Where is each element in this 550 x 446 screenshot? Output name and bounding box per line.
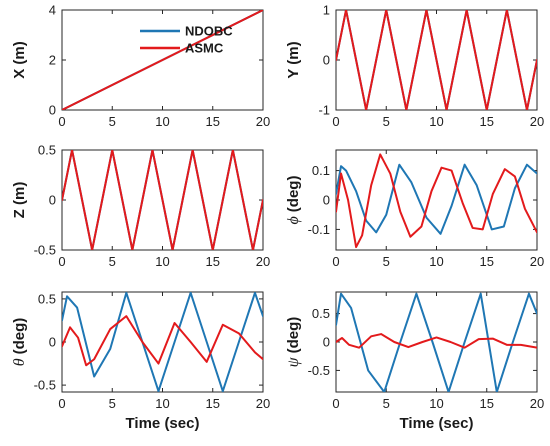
y-tick-label-phi: -0.1 [308, 222, 330, 237]
y-tick-label-Z: -0.5 [34, 243, 56, 258]
x-tick-label-theta: 15 [206, 396, 220, 411]
subplot-X: 0 5 10 15 20 0 2 4 X (m) NDOBC ASMC [11, 3, 270, 130]
y-tick-label-psi: -0.5 [308, 363, 330, 378]
x-tick-label-Z: 5 [109, 254, 116, 269]
y-tick-label-X: 2 [49, 53, 56, 68]
subplot-phi: 0 5 10 15 20 -0.1 0 0.1 ϕ (deg) [285, 149, 544, 269]
series-line-NDOBC-phi [336, 163, 537, 235]
x-tick-label-psi: 0 [332, 396, 339, 411]
y-axis-label-symbol: ϕ [285, 212, 302, 224]
y-axis-label-theta: θ (deg) [11, 318, 28, 367]
y-tick-label-phi: 0.1 [312, 163, 330, 178]
y-tick-label-X: 0 [49, 103, 56, 118]
series-group-psi [336, 292, 537, 392]
x-tick-label-X: 20 [256, 114, 270, 129]
series-line-ASMC-Y [336, 10, 537, 110]
y-axis-label-psi: ψ (deg) [285, 317, 302, 368]
x-tick-label-X: 15 [206, 114, 220, 129]
x-tick-label-phi: 20 [530, 254, 544, 269]
x-tick-label-Z: 0 [58, 254, 65, 269]
y-axis-label-symbol: θ [11, 354, 28, 366]
x-tick-label-X: 10 [155, 114, 169, 129]
y-axis-label-X: X (m) [11, 41, 28, 79]
y-tick-label-Y: 1 [323, 3, 330, 18]
series-group-X [62, 10, 263, 110]
series-line-ASMC-phi [336, 153, 537, 249]
x-axis-label-psi: Time (sec) [400, 415, 474, 432]
x-tick-label-Z: 15 [206, 254, 220, 269]
y-axis-label-phi: ϕ (deg) [285, 176, 302, 225]
subplot-theta: 0 5 10 15 20-0.500.5θ (deg)Time (sec) [11, 291, 270, 432]
series-line-ASMC-psi [336, 333, 537, 349]
y-tick-label-phi: 0 [323, 193, 330, 208]
x-tick-label-theta: 0 [58, 396, 65, 411]
x-tick-label-theta: 10 [155, 396, 169, 411]
x-tick-label-Y: 10 [429, 114, 443, 129]
legend-label-NDOBC: NDOBC [185, 24, 233, 39]
series-group-phi [336, 153, 537, 249]
x-tick-label-Y: 15 [480, 114, 494, 129]
series-group-theta [62, 292, 263, 392]
plot-frame-phi [335, 149, 538, 251]
x-tick-label-Z: 10 [155, 254, 169, 269]
x-tick-label-X: 5 [109, 114, 116, 129]
x-tick-label-Y: 20 [530, 114, 544, 129]
series-group-Y [336, 10, 537, 110]
x-tick-label-psi: 10 [429, 396, 443, 411]
x-tick-label-Y: 5 [383, 114, 390, 129]
x-tick-label-X: 0 [58, 114, 65, 129]
x-tick-label-Y: 0 [332, 114, 339, 129]
series-line-ASMC-X [62, 10, 263, 110]
y-tick-label-theta: 0 [49, 335, 56, 350]
y-tick-label-Z: 0.5 [38, 143, 56, 158]
y-tick-label-Y: 0 [323, 53, 330, 68]
x-tick-label-phi: 0 [332, 254, 339, 269]
series-line-ASMC-theta [62, 315, 263, 367]
x-tick-label-Z: 20 [256, 254, 270, 269]
y-axis-label-symbol: ψ [285, 353, 302, 367]
series-line-NDOBC-theta [62, 292, 263, 392]
y-tick-label-psi: 0.5 [312, 306, 330, 321]
y-tick-label-X: 4 [49, 3, 56, 18]
y-axis-label-Y: Y (m) [285, 41, 302, 78]
y-tick-label-psi: 0 [323, 335, 330, 350]
y-tick-label-Z: 0 [49, 193, 56, 208]
x-axis-label-theta: Time (sec) [126, 415, 200, 432]
y-tick-label-theta: 0.5 [38, 291, 56, 306]
y-axis-label-unit: (deg) [11, 318, 28, 355]
x-tick-label-phi: 10 [429, 254, 443, 269]
x-tick-label-theta: 20 [256, 396, 270, 411]
y-tick-label-theta: -0.5 [34, 378, 56, 393]
x-tick-label-psi: 15 [480, 396, 494, 411]
y-axis-label-Z: Z (m) [11, 182, 28, 219]
legend-label-ASMC: ASMC [185, 41, 224, 56]
legend: NDOBC ASMC [140, 24, 233, 56]
x-tick-label-phi: 5 [383, 254, 390, 269]
y-tick-label-Y: -1 [318, 103, 330, 118]
series-line-ASMC-Z [62, 150, 263, 250]
series-group-Z [62, 150, 263, 250]
series-line-NDOBC-psi [336, 292, 537, 392]
y-axis-label-unit: (deg) [285, 317, 302, 354]
subplot-psi: 0 5 10 15 20 -0.5 0 0.5 ψ (deg) Time (sec) [285, 291, 544, 432]
x-tick-label-psi: 5 [383, 396, 390, 411]
x-tick-label-theta: 5 [109, 396, 116, 411]
subplot-Z: 0 5 10 15 20-0.500.5Z (m) [11, 143, 270, 270]
x-tick-label-phi: 15 [480, 254, 494, 269]
x-tick-label-psi: 20 [530, 396, 544, 411]
plot-frame-psi [335, 291, 538, 393]
y-axis-label-unit: (deg) [285, 176, 302, 213]
